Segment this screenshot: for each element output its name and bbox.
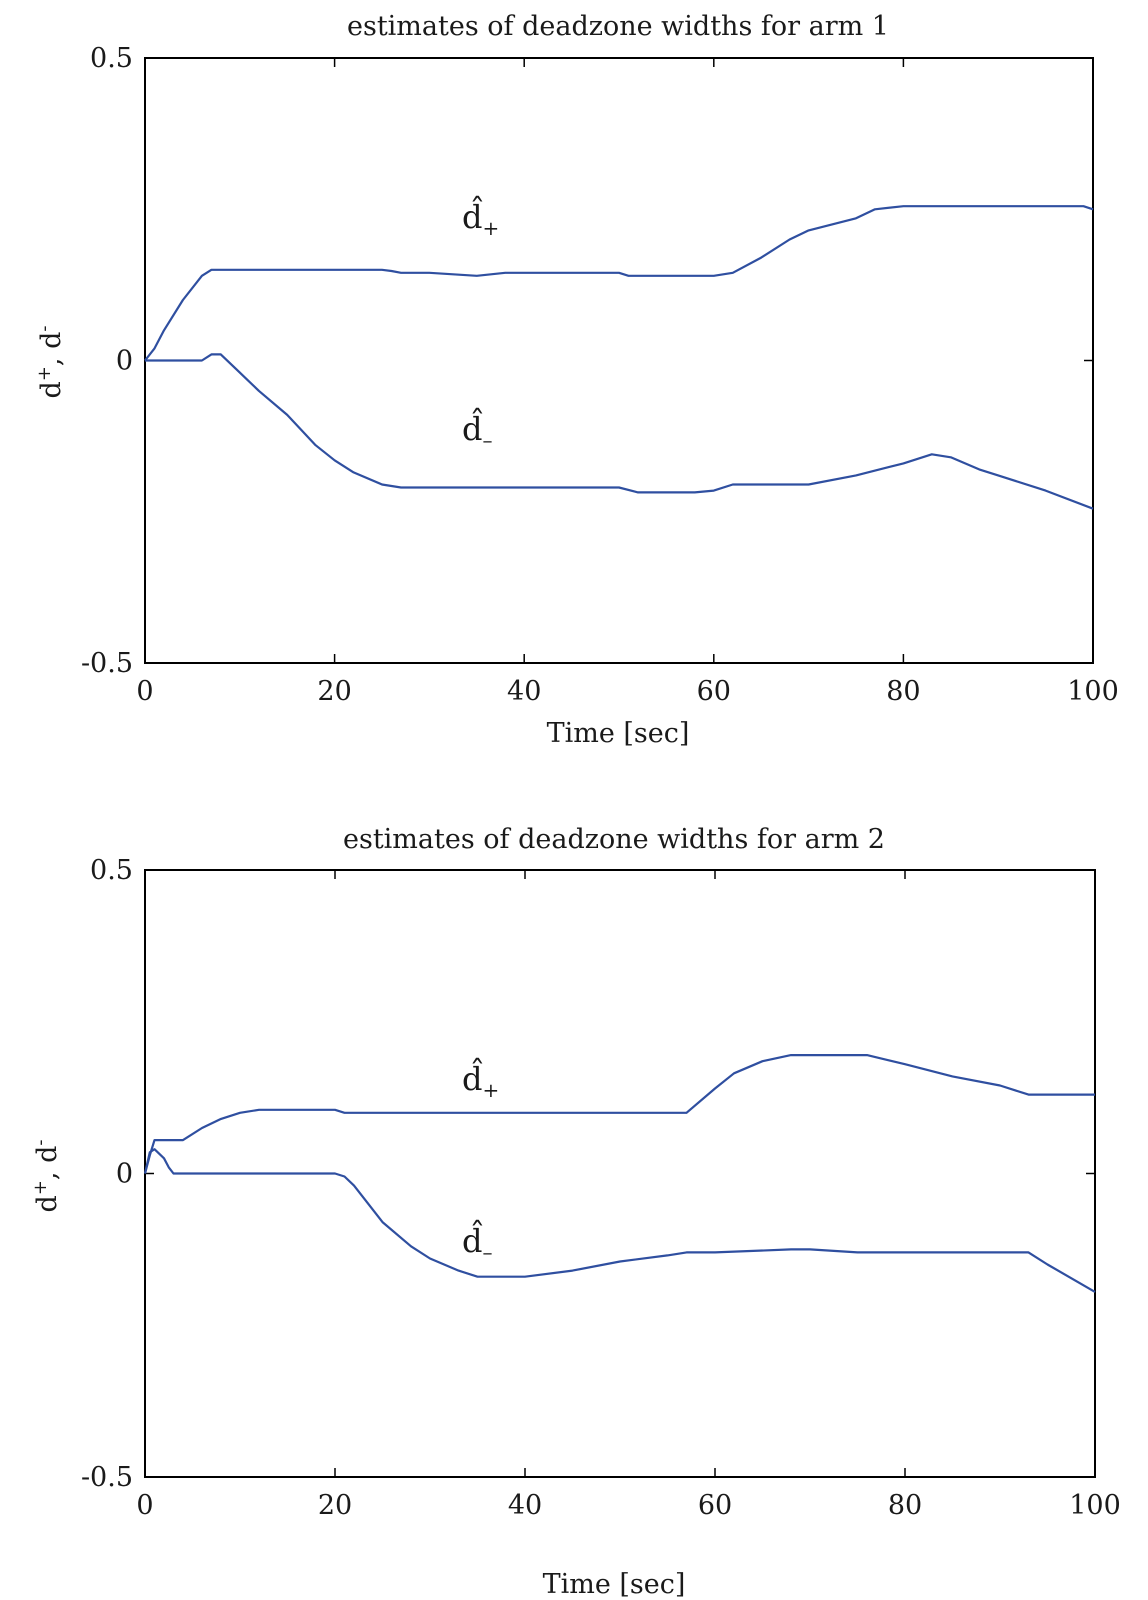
- y-axis: -0.5 0 0.5: [81, 43, 1093, 679]
- y-axis-label: d+, d-: [30, 1140, 63, 1213]
- series-line-d-minus: [145, 353, 1094, 510]
- chart-arm-1: estimates of deadzone widths for arm 1 0…: [34, 11, 1119, 749]
- series-lines: [143, 1053, 1096, 1293]
- x-tick-label: 0: [136, 676, 153, 707]
- y-tick-label: 0: [116, 346, 133, 377]
- x-tick-label: 40: [507, 676, 541, 707]
- annotation-d-plus: d̂+: [462, 195, 499, 240]
- series-line-d-plus: [143, 1053, 1095, 1174]
- y-tick-label: -0.5: [81, 648, 133, 679]
- annotation-d-minus: d̂–: [462, 1219, 492, 1264]
- y-tick-label: -0.5: [81, 1462, 133, 1493]
- annotation-d-plus: d̂+: [462, 1057, 499, 1102]
- x-tick-label: 20: [317, 676, 351, 707]
- y-tick-label: 0.5: [90, 855, 133, 886]
- x-tick-label: 80: [886, 676, 920, 707]
- y-axis-label: d+, d-: [34, 326, 67, 399]
- x-tick-label: 40: [508, 1490, 542, 1521]
- series-line-d-minus: [143, 1148, 1096, 1293]
- annotation-d-minus: d̂–: [462, 407, 492, 452]
- x-tick-label: 20: [318, 1490, 352, 1521]
- y-tick-label: 0: [116, 1159, 133, 1190]
- y-axis: -0.5 0 0.5: [81, 855, 1095, 1493]
- x-axis: 0 20 40 60 80 100: [136, 58, 1119, 707]
- x-tick-label: 100: [1067, 676, 1119, 707]
- y-tick-label: 0.5: [90, 43, 133, 74]
- chart-title: estimates of deadzone widths for arm 2: [343, 824, 885, 855]
- x-tick-label: 100: [1069, 1490, 1121, 1521]
- chart-title: estimates of deadzone widths for arm 1: [347, 11, 889, 42]
- x-axis-label: Time [sec]: [543, 1569, 686, 1600]
- x-tick-label: 60: [698, 1490, 732, 1521]
- series-line-d-plus: [144, 205, 1094, 362]
- series-lines: [144, 205, 1094, 510]
- plot-frame: [144, 57, 1094, 664]
- x-axis-label: Time [sec]: [547, 718, 690, 749]
- x-tick-label: 80: [888, 1490, 922, 1521]
- x-axis: 0 20 40 60 80 100: [136, 870, 1121, 1521]
- x-tick-label: 60: [697, 676, 731, 707]
- chart-arm-2: estimates of deadzone widths for arm 2 0…: [30, 824, 1121, 1600]
- x-tick-label: 0: [136, 1490, 153, 1521]
